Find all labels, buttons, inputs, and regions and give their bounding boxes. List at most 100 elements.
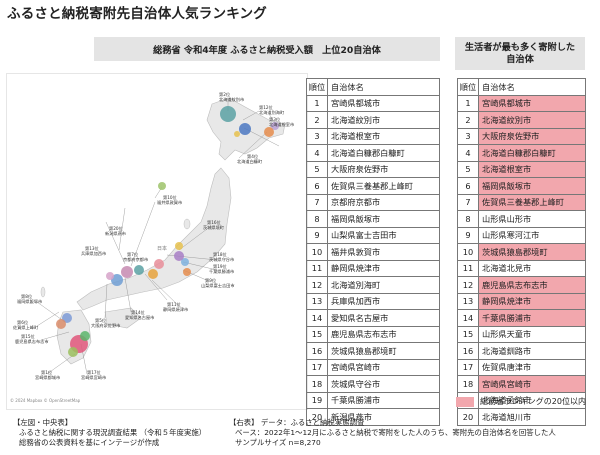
municipality-cell: 静岡県焼津市 xyxy=(327,259,440,277)
table-row: 16 茨城県猿島郡境町 xyxy=(306,342,440,360)
rank-cell: 3 xyxy=(306,127,328,145)
table-row: 17 宮崎県宮崎市 xyxy=(306,358,440,376)
rank-cell: 2 xyxy=(306,111,328,129)
rank-cell: 14 xyxy=(306,309,328,327)
svg-text:京都府京都市: 京都府京都市 xyxy=(123,256,148,263)
rank-cell: 4 xyxy=(457,144,479,162)
legend-swatch xyxy=(456,396,474,407)
rank-cell: 9 xyxy=(457,226,479,244)
svg-text:第7位: 第7位 xyxy=(127,251,138,258)
table-row: 4 北海道白糠郡白糠町 xyxy=(457,144,586,162)
table-row: 2 北海道紋別市 xyxy=(306,111,440,129)
table-row: 8 福岡県飯塚市 xyxy=(306,210,440,228)
svg-text:静岡県焼津市: 静岡県焼津市 xyxy=(163,306,188,313)
svg-text:北海道白糠町: 北海道白糠町 xyxy=(237,158,263,165)
rank-cell: 19 xyxy=(306,391,328,409)
svg-text:山梨県富士吉田市: 山梨県富士吉田市 xyxy=(201,282,235,289)
note-left-line1: 【左図・中央表】 xyxy=(13,418,73,427)
sado-island-shape xyxy=(183,218,191,230)
svg-text:茨城県境町: 茨城県境町 xyxy=(203,224,225,231)
municipality-cell: 北海道白糠郡白糠町 xyxy=(478,144,586,162)
rank-cell: 20 xyxy=(457,408,479,426)
table-row: 4 北海道白糠郡白糠町 xyxy=(306,144,440,162)
rank-cell: 10 xyxy=(306,243,328,261)
bubble-katsuura xyxy=(183,268,191,276)
municipality-cell: 北海道釧路市 xyxy=(478,342,586,360)
svg-text:第14位: 第14位 xyxy=(131,309,145,316)
bubble-sakai xyxy=(174,251,184,261)
rank-cell: 10 xyxy=(457,243,479,261)
tsushima-shape xyxy=(40,286,46,298)
svg-text:第16位: 第16位 xyxy=(207,219,221,226)
municipality-cell: 茨城県守谷市 xyxy=(327,375,440,393)
table-row: 20 新潟県燕市 xyxy=(306,408,440,426)
table-row: 19 千葉県勝浦市 xyxy=(306,391,440,409)
table-row: 14 千葉県勝浦市 xyxy=(457,309,586,327)
rank-cell: 12 xyxy=(457,276,479,294)
svg-text:佐賀県上峰町: 佐賀県上峰町 xyxy=(13,324,39,331)
svg-text:北海道根室市: 北海道根室市 xyxy=(269,121,294,128)
municipality-cell: 宮崎県宮崎市 xyxy=(327,358,440,376)
col-rank-header: 順位 xyxy=(457,78,479,96)
rank-cell: 6 xyxy=(306,177,328,195)
svg-text:宮崎県宮崎市: 宮崎県宮崎市 xyxy=(81,374,106,381)
rank-cell: 9 xyxy=(306,226,328,244)
legend: 総務省ランキングの20位以内 xyxy=(456,396,586,407)
municipality-cell: 北海道北見市 xyxy=(478,259,586,277)
municipality-cell: 千葉県勝浦市 xyxy=(327,391,440,409)
table-row: 6 福岡県飯塚市 xyxy=(457,177,586,195)
municipality-cell: 宮崎県都城市 xyxy=(478,94,586,112)
page-title: ふるさと納税寄附先自治体人気ランキング xyxy=(7,6,267,22)
municipality-cell: 鹿児島県志布志市 xyxy=(478,276,586,294)
municipality-cell: 京都府京都市 xyxy=(327,193,440,211)
table-row: 3 大阪府泉佐野市 xyxy=(457,127,586,145)
rank-cell: 16 xyxy=(306,342,328,360)
rank-cell: 7 xyxy=(306,193,328,211)
municipality-cell: 大阪府泉佐野市 xyxy=(327,160,440,178)
svg-text:第11位: 第11位 xyxy=(167,301,181,308)
svg-text:第6位: 第6位 xyxy=(17,319,28,326)
svg-text:宮崎県都城市: 宮崎県都城市 xyxy=(35,374,60,381)
svg-text:第19位: 第19位 xyxy=(213,263,227,270)
table-row: 10 福井県敦賀市 xyxy=(306,243,440,261)
bubble-nemuro xyxy=(264,127,274,137)
rank-cell: 16 xyxy=(457,342,479,360)
table-row: 11 静岡県焼津市 xyxy=(306,259,440,277)
svg-text:第17位: 第17位 xyxy=(87,369,101,376)
table-row: 12 鹿児島県志布志市 xyxy=(457,276,586,294)
table-header-row: 順位 自治体名 xyxy=(457,78,586,96)
svg-text:第1位: 第1位 xyxy=(41,369,52,376)
municipality-cell: 北海道根室市 xyxy=(478,160,586,178)
rank-cell: 6 xyxy=(457,177,479,195)
municipality-cell: 茨城県猿島郡境町 xyxy=(478,243,586,261)
bubble-tsubame xyxy=(175,242,183,250)
bubble-shibushi xyxy=(68,347,78,357)
bubble-izumisano xyxy=(111,274,123,286)
header-mic-ranking: 総務省 令和4年度 ふるさと納税受入額 上位20自治体 xyxy=(94,37,440,61)
municipality-cell: 佐賀県三養基郡上峰町 xyxy=(478,193,586,211)
svg-text:第5位: 第5位 xyxy=(95,317,106,324)
svg-text:第2位: 第2位 xyxy=(219,91,230,98)
table-row: 6 佐賀県三養基郡上峰町 xyxy=(306,177,440,195)
municipality-cell: 宮崎県都城市 xyxy=(327,94,440,112)
municipality-cell: 静岡県焼津市 xyxy=(478,292,586,310)
source-note-right: 【右表】 データ：ふるさと納税実態調査 ベース：2022年1～12月にふるさと納… xyxy=(229,418,556,448)
rank-cell: 5 xyxy=(306,160,328,178)
header-consumer-ranking-line2: 自治体 xyxy=(506,53,534,65)
bubble-betsukai xyxy=(271,122,279,130)
municipality-cell: 宮崎県宮崎市 xyxy=(478,375,586,393)
table-row: 9 山梨県富士吉田市 xyxy=(306,226,440,244)
bubble-teshio xyxy=(234,131,240,137)
svg-text:第13位: 第13位 xyxy=(85,245,99,252)
shikoku-shape xyxy=(104,307,142,329)
svg-text:第20位: 第20位 xyxy=(109,225,123,232)
note-left-line3: 総務省の公表資料を基にインテージが作成 xyxy=(19,438,160,447)
svg-text:千葉県勝浦市: 千葉県勝浦市 xyxy=(209,268,234,275)
table-row: 20 北海道旭川市 xyxy=(457,408,586,426)
table-row: 1 宮崎県都城市 xyxy=(457,94,586,112)
rank-cell: 1 xyxy=(457,94,479,112)
mic-ranking-body: 1 宮崎県都城市 2 北海道紋別市 3 北海道根室市 4 北海道白糠郡白糠町 5 大阪府泉佐野市 6… xyxy=(306,94,440,426)
svg-text:第15位: 第15位 xyxy=(21,333,35,340)
municipality-cell: 佐賀県三養基郡上峰町 xyxy=(327,177,440,195)
